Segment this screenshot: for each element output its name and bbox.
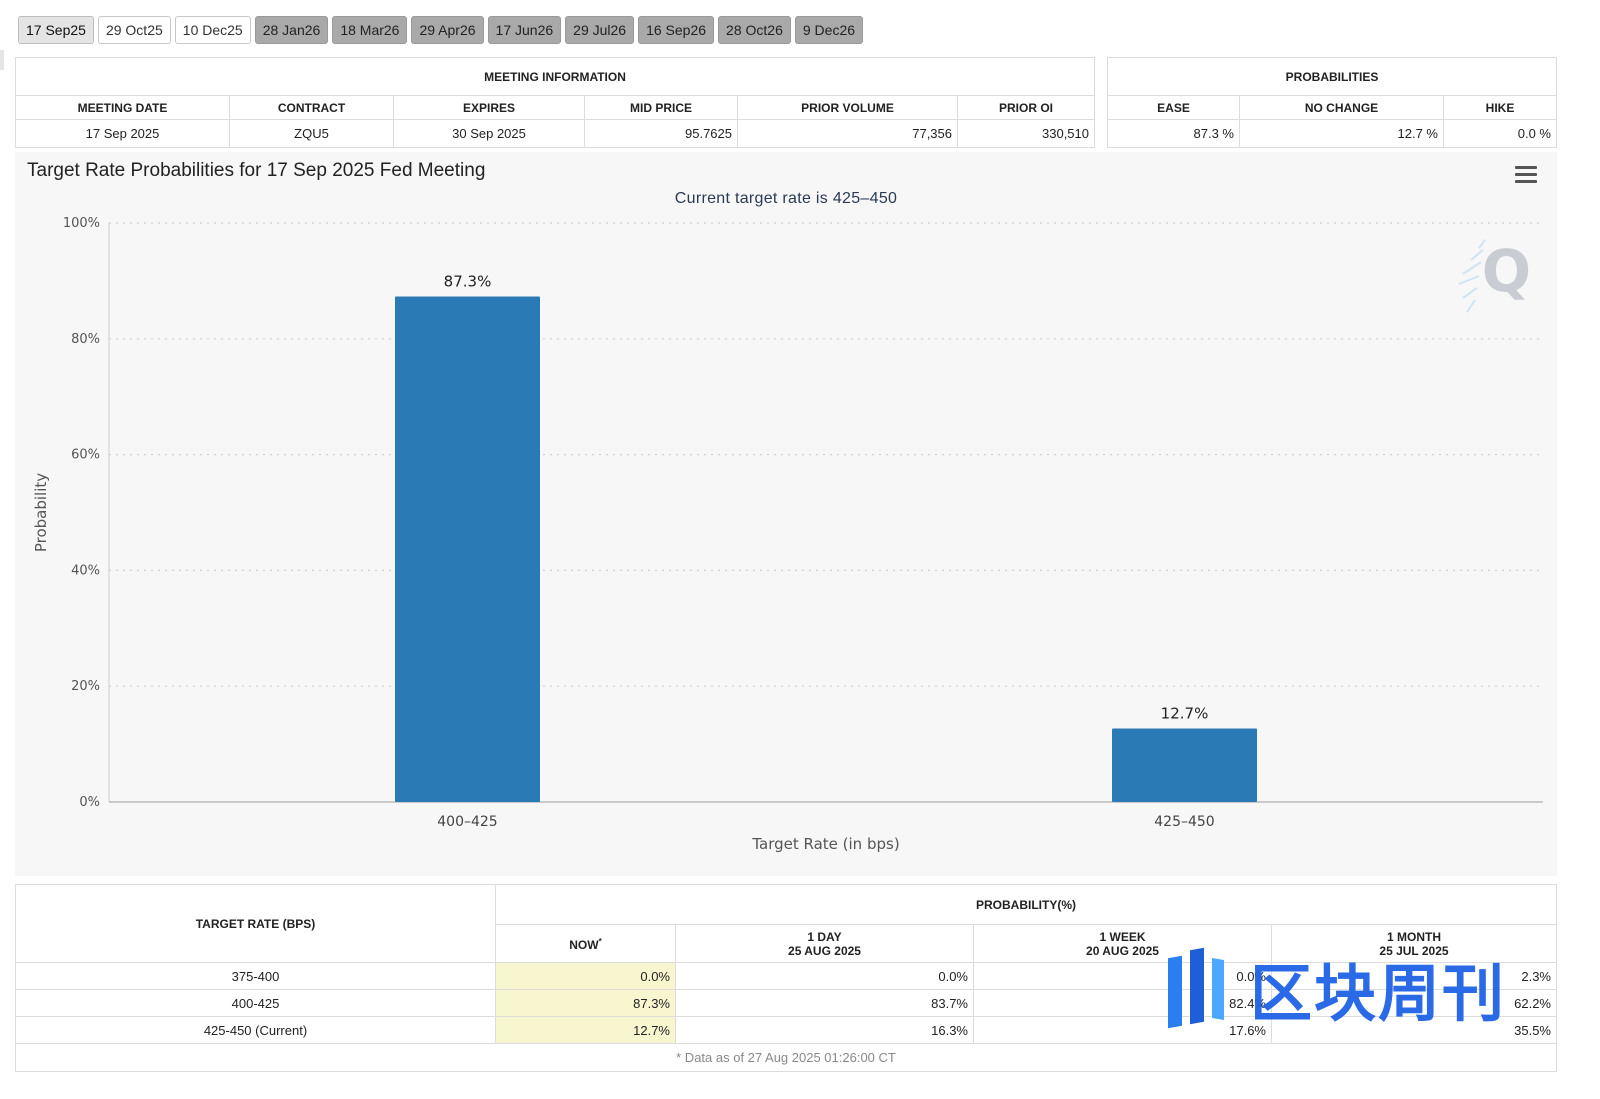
target-rate-probability-table: TARGET RATE (BPS) PROBABILITY(%) NOW* 1 … xyxy=(15,884,1557,1072)
cell-rate: 425-450 (Current) xyxy=(15,1016,496,1044)
data-label: 87.3% xyxy=(444,273,492,291)
header-meeting-date: MEETING DATE xyxy=(15,95,230,120)
header-prior-oi: PRIOR OI xyxy=(957,95,1095,120)
y-tick-label: 60% xyxy=(71,448,100,463)
tab-meeting-10[interactable]: 9 Dec26 xyxy=(794,16,864,44)
tab-meeting-6[interactable]: 17 Jun26 xyxy=(487,16,562,44)
header-hike: HIKE xyxy=(1443,95,1557,120)
meeting-date-tabs: 17 Sep25 29 Oct25 10 Dec25 28 Jan26 18 Mar26… xyxy=(18,16,864,44)
prior-volume-value: 77,356 xyxy=(737,119,958,148)
prior-oi-value: 330,510 xyxy=(957,119,1095,148)
cell-rate: 400-425 xyxy=(15,989,496,1017)
y-tick-label: 20% xyxy=(71,679,100,694)
q-logo-lines-icon xyxy=(1458,239,1486,313)
probabilities-table: PROBABILITIES EASE NO CHANGE HIKE 87.3 %… xyxy=(1107,57,1557,148)
y-tick-label: 0% xyxy=(79,795,100,810)
tab-meeting-7[interactable]: 29 Jul26 xyxy=(565,16,635,44)
cell-week: 0.0% xyxy=(973,962,1272,990)
q-logo-icon: Q xyxy=(1481,237,1531,305)
tab-meeting-2[interactable]: 10 Dec25 xyxy=(174,16,251,44)
probabilities-title: PROBABILITIES xyxy=(1107,57,1557,96)
header-prior-volume: PRIOR VOLUME xyxy=(737,95,958,120)
x-tick-label: 400–425 xyxy=(437,814,497,830)
chart-title: Target Rate Probabilities for 17 Sep 202… xyxy=(27,160,486,181)
header-probability-group: PROBABILITY(%) xyxy=(495,884,1557,925)
cell-month: 62.2% xyxy=(1271,989,1557,1017)
bar xyxy=(395,296,540,802)
header-contract: CONTRACT xyxy=(229,95,394,120)
tab-meeting-8[interactable]: 16 Sep26 xyxy=(638,16,715,44)
target-rate-chart: 0% 20% 40% 60% 80% 100% 87.3% 400–425 12.7% 425–4… xyxy=(15,152,1557,876)
no-change-value: 12.7 % xyxy=(1239,119,1444,148)
header-expires: EXPIRES xyxy=(393,95,585,120)
header-mid-price: MID PRICE xyxy=(584,95,738,120)
ease-value: 87.3 % xyxy=(1107,119,1240,148)
header-1-month: 1 MONTH 25 JUL 2025 xyxy=(1271,924,1557,963)
y-axis-title: Probability xyxy=(32,473,50,552)
contract-value: ZQU5 xyxy=(229,119,394,148)
table-row: 400-425 87.3% 83.7% 82.4% 62.2% xyxy=(15,989,1557,1017)
cell-month: 35.5% xyxy=(1271,1016,1557,1044)
bar xyxy=(1112,728,1257,802)
cell-week: 82.4% xyxy=(973,989,1272,1017)
tab-meeting-5[interactable]: 29 Apr26 xyxy=(411,16,484,44)
expires-value: 30 Sep 2025 xyxy=(393,119,585,148)
y-tick-label: 40% xyxy=(71,563,100,578)
cell-day: 16.3% xyxy=(675,1016,974,1044)
x-tick-label: 425–450 xyxy=(1154,814,1214,830)
chart-menu-icon[interactable] xyxy=(1515,166,1537,184)
tab-meeting-9[interactable]: 28 Oct26 xyxy=(718,16,791,44)
hike-value: 0.0 % xyxy=(1443,119,1557,148)
header-1-day: 1 DAY 25 AUG 2025 xyxy=(675,924,974,963)
meeting-information-table: MEETING INFORMATION MEETING DATE CONTRAC… xyxy=(15,57,1095,148)
chart-subtitle: Current target rate is 425–450 xyxy=(674,190,898,207)
cell-day: 83.7% xyxy=(675,989,974,1017)
mid-price-value: 95.7625 xyxy=(584,119,738,148)
cell-rate: 375-400 xyxy=(15,962,496,990)
meeting-information-title: MEETING INFORMATION xyxy=(15,57,1095,96)
table-row: 425-450 (Current) 12.7% 16.3% 17.6% 35.5% xyxy=(15,1016,1557,1044)
y-tick-label: 100% xyxy=(63,216,100,231)
header-now: NOW* xyxy=(495,924,676,963)
data-label: 12.7% xyxy=(1161,704,1209,722)
chart-canvas: 0% 20% 40% 60% 80% 100% 87.3% 400–425 12.7% 425–4… xyxy=(32,216,1543,853)
y-tick-label: 80% xyxy=(71,332,100,347)
side-handle xyxy=(0,50,4,70)
header-target-rate: TARGET RATE (BPS) xyxy=(15,884,496,963)
header-ease: EASE xyxy=(1107,95,1240,120)
cell-week: 17.6% xyxy=(973,1016,1272,1044)
cell-now: 87.3% xyxy=(495,989,676,1017)
cell-month: 2.3% xyxy=(1271,962,1557,990)
cell-now: 12.7% xyxy=(495,1016,676,1044)
tab-meeting-1[interactable]: 29 Oct25 xyxy=(97,16,171,44)
table-row: 375-400 0.0% 0.0% 0.0% 2.3% xyxy=(15,962,1557,990)
cell-day: 0.0% xyxy=(675,962,974,990)
header-no-change: NO CHANGE xyxy=(1239,95,1444,120)
meeting-date-value: 17 Sep 2025 xyxy=(15,119,230,148)
data-timestamp-footnote: * Data as of 27 Aug 2025 01:26:00 CT xyxy=(15,1043,1557,1072)
tab-meeting-4[interactable]: 18 Mar26 xyxy=(332,16,408,44)
header-1-week: 1 WEEK 20 AUG 2025 xyxy=(973,924,1272,963)
x-axis-title: Target Rate (in bps) xyxy=(751,835,899,853)
cell-now: 0.0% xyxy=(495,962,676,990)
tab-meeting-0[interactable]: 17 Sep25 xyxy=(18,16,94,44)
tab-meeting-3[interactable]: 28 Jan26 xyxy=(254,16,329,44)
